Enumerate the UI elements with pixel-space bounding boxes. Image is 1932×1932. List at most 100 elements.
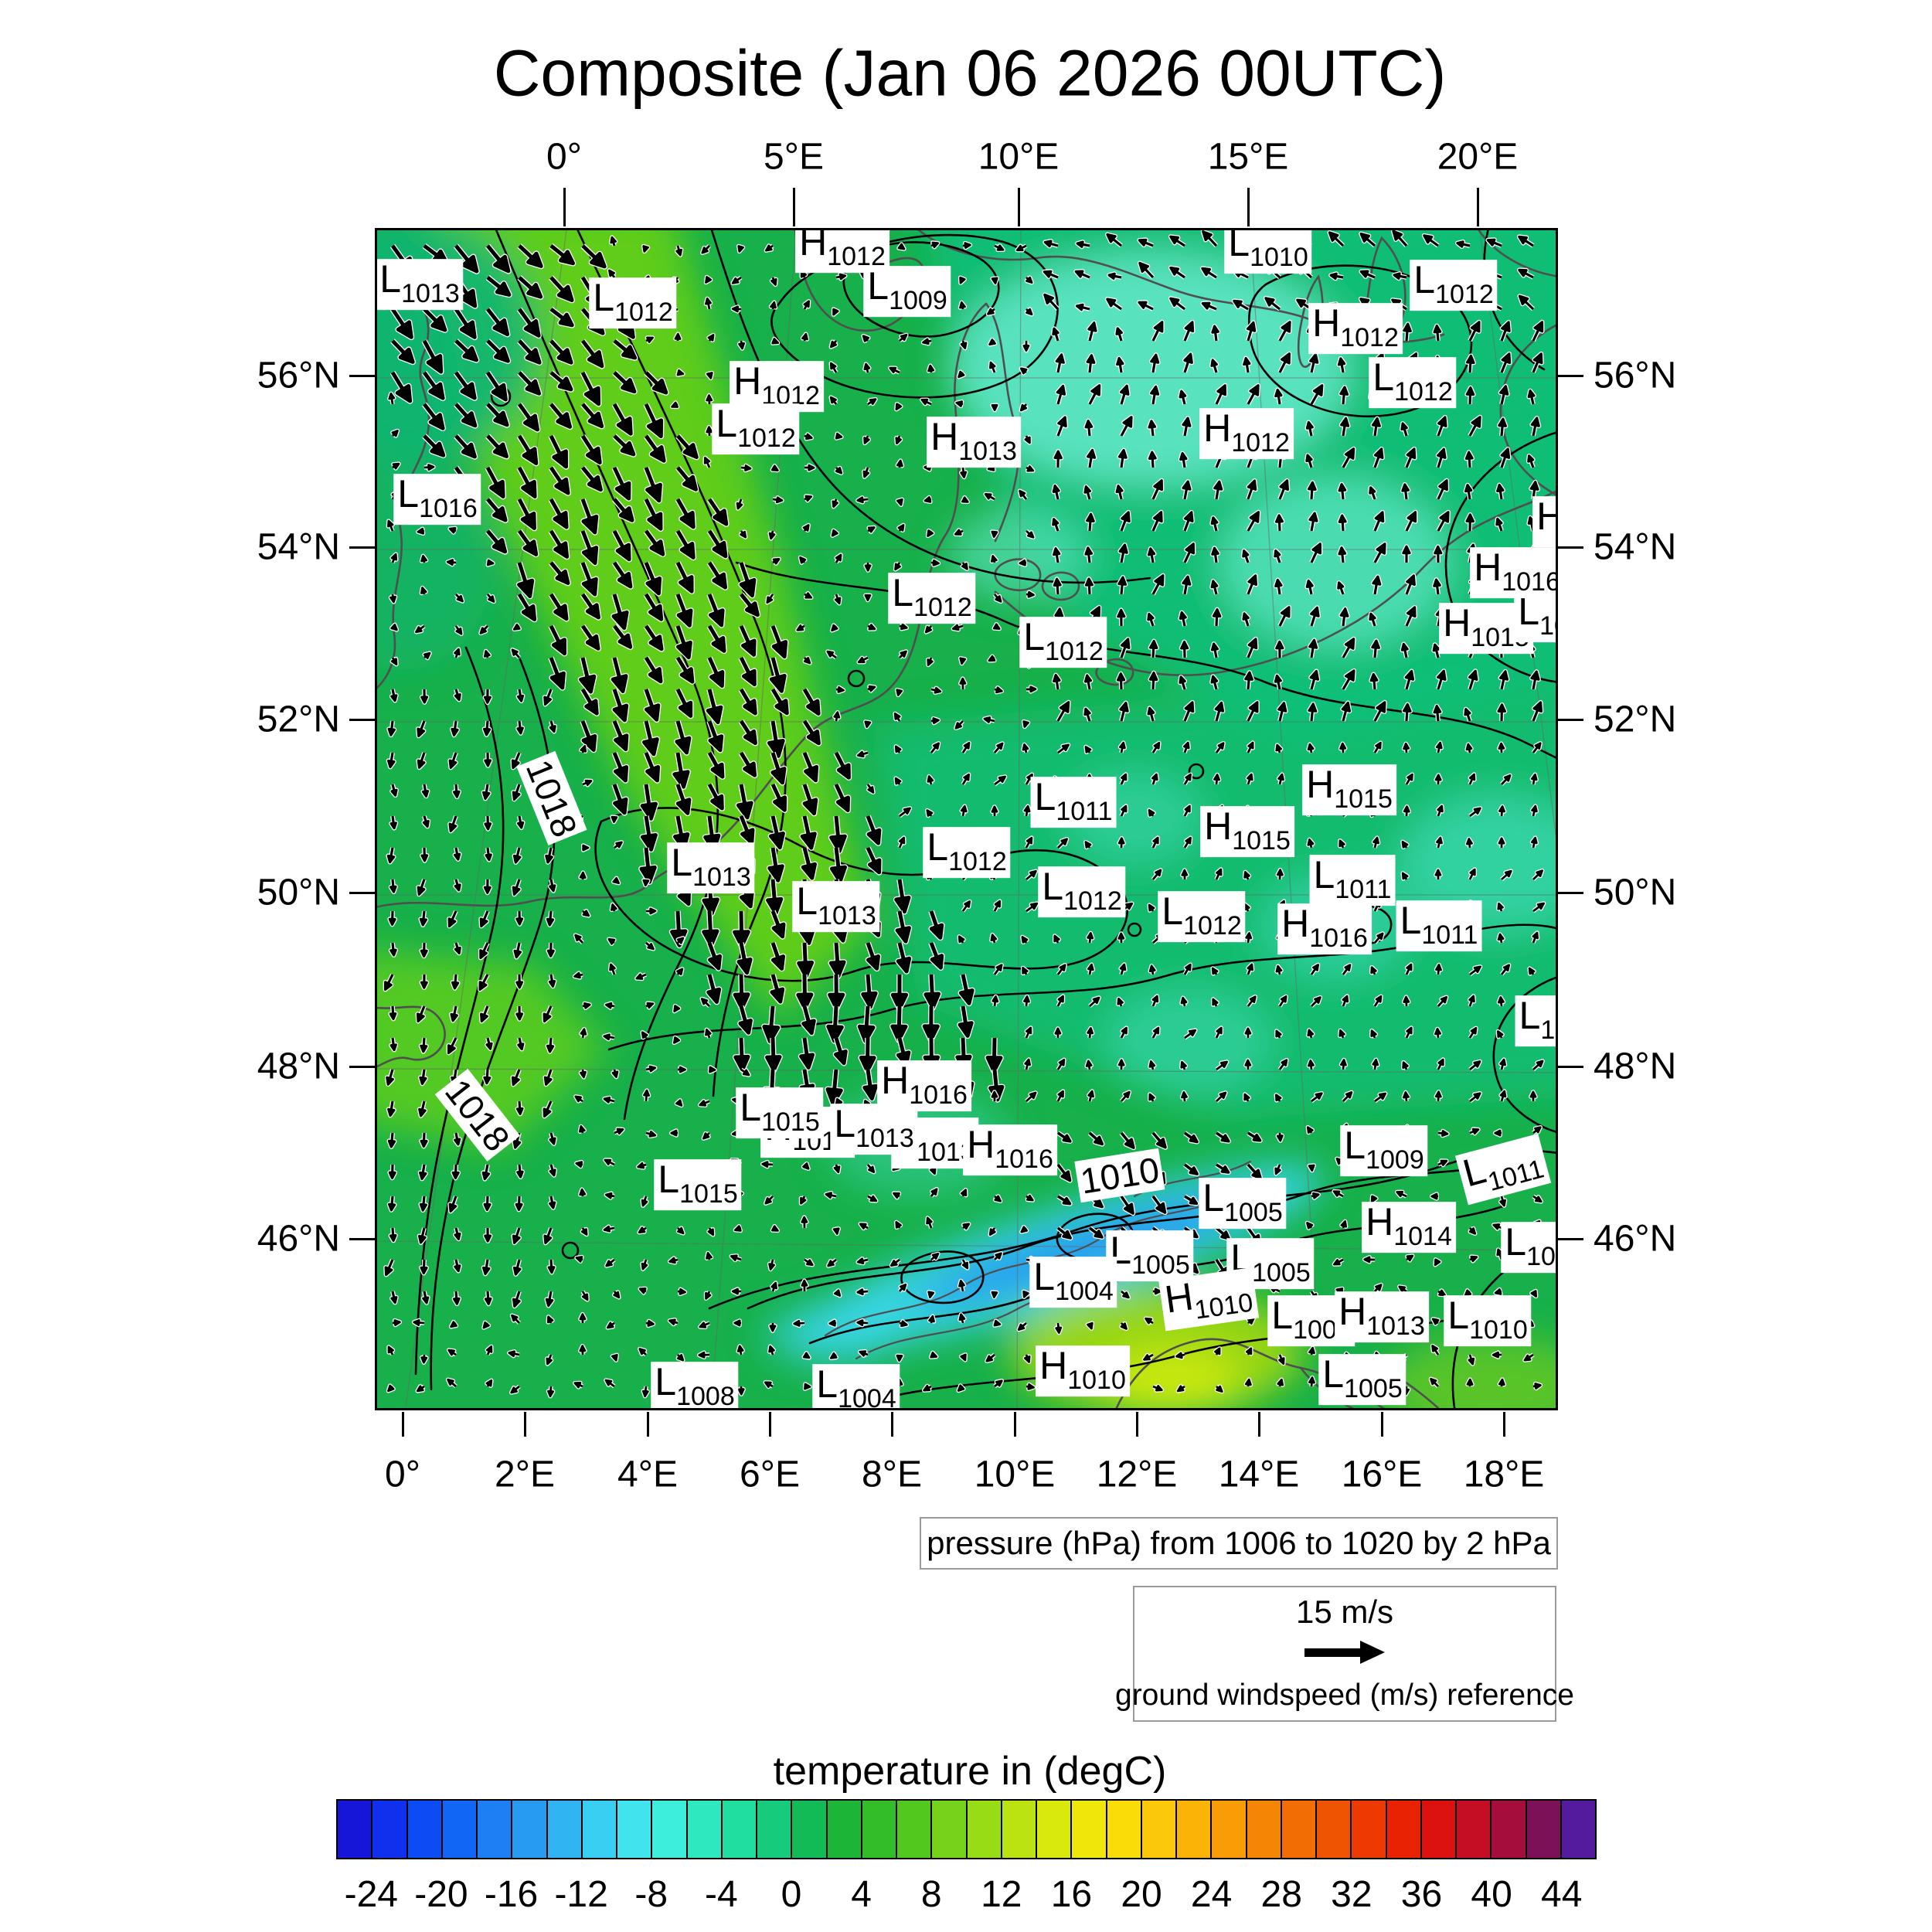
- pressure-letter: L: [1033, 1255, 1056, 1299]
- wind-arrow: [770, 688, 789, 716]
- wind-arrow: [1083, 707, 1091, 722]
- pressure-letter: L: [1505, 1220, 1527, 1264]
- pressure-letter: L: [397, 472, 420, 516]
- wind-arrow: [959, 657, 967, 665]
- wind-arrow: [923, 496, 932, 503]
- wind-arrow: [739, 688, 757, 716]
- wind-arrow: [580, 720, 597, 752]
- pressure-letter: L: [655, 1360, 677, 1404]
- wind-arrow: [1274, 388, 1283, 405]
- wind-arrow: [1244, 671, 1253, 690]
- wind-arrow: [516, 689, 525, 702]
- wind-arrow: [1057, 743, 1070, 754]
- pressure-label-h1010: H1010: [1036, 1345, 1130, 1396]
- wind-arrow: [1372, 575, 1382, 595]
- wind-arrow: [767, 720, 785, 758]
- wind-arrow: [994, 244, 1005, 251]
- wind-arrow: [483, 720, 492, 736]
- colorbar-cell: [897, 1801, 933, 1858]
- wind-arrow: [1338, 514, 1347, 532]
- wind-arrow: [1308, 481, 1317, 500]
- wind-arrow: [580, 593, 600, 620]
- wind-arrow: [644, 498, 663, 531]
- pressure-value: 1011: [1485, 1154, 1547, 1197]
- pressure-letter: L: [1042, 865, 1064, 909]
- pressure-label-l1011: L1011: [1030, 777, 1117, 828]
- wind-arrow: [1022, 743, 1029, 753]
- wind-arrow: [1150, 385, 1160, 405]
- wind-arrow: [896, 498, 903, 506]
- axis-label-top: 20°E: [1437, 136, 1519, 178]
- axis-label-right: 46°N: [1594, 1218, 1677, 1260]
- pressure-label-h1010: H1010: [1158, 1267, 1259, 1331]
- wind-arrow: [1053, 547, 1061, 563]
- wind-arrow: [1433, 325, 1442, 342]
- wind-arrow: [421, 784, 430, 798]
- wind-arrow: [1120, 511, 1131, 532]
- wind-arrow: [864, 594, 872, 601]
- pressure-legend-box: pressure (hPa) from 1006 to 1020 by 2 hP…: [920, 1517, 1558, 1570]
- wind-arrow: [1500, 321, 1511, 342]
- isobar-contour-label: 1018: [516, 750, 587, 846]
- pressure-letter: L: [1519, 994, 1541, 1038]
- wind-arrow: [961, 773, 970, 785]
- wind-arrow: [1183, 352, 1193, 373]
- wind-arrow: [740, 464, 752, 471]
- wind-arrow: [1466, 354, 1475, 373]
- colorbar-cell: [827, 1801, 862, 1858]
- wind-arrow: [895, 435, 902, 445]
- wind-arrow: [391, 339, 415, 364]
- axis-label-bottom: 8°E: [862, 1454, 922, 1495]
- wind-arrow: [863, 435, 870, 444]
- wind-arrow: [1500, 352, 1512, 373]
- axis-tick-left: [349, 892, 375, 894]
- wind-arrow: [1022, 340, 1030, 352]
- wind-arrow: [1278, 352, 1291, 373]
- wind-arrow: [889, 366, 900, 374]
- wind-arrow: [1468, 669, 1478, 690]
- wind-arrow: [516, 720, 524, 735]
- wind-reference-caption: ground windspeed (m/s) reference: [1115, 1679, 1574, 1712]
- pressure-value: 1010: [1526, 1242, 1556, 1272]
- pressure-label-l1011: L1011: [1396, 900, 1482, 951]
- wind-arrow: [991, 555, 998, 563]
- wind-arrow: [1083, 674, 1093, 690]
- wind-arrow: [543, 689, 553, 706]
- pressure-value: 1015: [1334, 784, 1393, 815]
- axis-label-bottom: 18°E: [1463, 1454, 1545, 1495]
- wind-arrow: [1074, 270, 1090, 279]
- wind-arrow: [644, 403, 664, 438]
- wind-arrow: [834, 594, 842, 605]
- pressure-value: 1012: [614, 298, 673, 328]
- wind-arrow: [387, 752, 396, 769]
- wind-arrow: [856, 496, 869, 504]
- wind-arrow: [390, 624, 398, 631]
- pressure-label-l1008: L1008: [651, 1360, 739, 1408]
- wind-arrow: [612, 752, 629, 783]
- pressure-value: 1012: [913, 593, 972, 623]
- pressure-value: 1015: [1232, 826, 1291, 856]
- wind-arrow: [706, 372, 713, 379]
- wind-arrow: [549, 339, 573, 365]
- wind-arrow: [867, 624, 876, 631]
- wind-arrow: [770, 752, 787, 785]
- wind-arrow: [959, 276, 966, 284]
- wind-arrow: [987, 308, 995, 315]
- wind-arrow: [856, 750, 869, 758]
- colorbar-cell: [1526, 1801, 1562, 1858]
- pressure-label-l1013: L1013: [792, 881, 880, 932]
- wind-arrow: [835, 553, 842, 563]
- pressure-letter: L: [1447, 1294, 1470, 1338]
- wind-arrow: [1310, 606, 1320, 627]
- wind-arrow: [1405, 447, 1417, 468]
- wind-arrow: [927, 364, 935, 373]
- wind-arrow: [644, 529, 665, 556]
- wind-arrow: [930, 559, 940, 566]
- pressure-label-h1012: H1012: [1199, 408, 1294, 459]
- wind-arrow: [1169, 235, 1185, 247]
- wind-arrow: [1339, 607, 1349, 627]
- wind-arrow: [640, 815, 658, 852]
- pressure-value: 1012: [737, 423, 796, 454]
- wind-arrow: [1183, 701, 1195, 722]
